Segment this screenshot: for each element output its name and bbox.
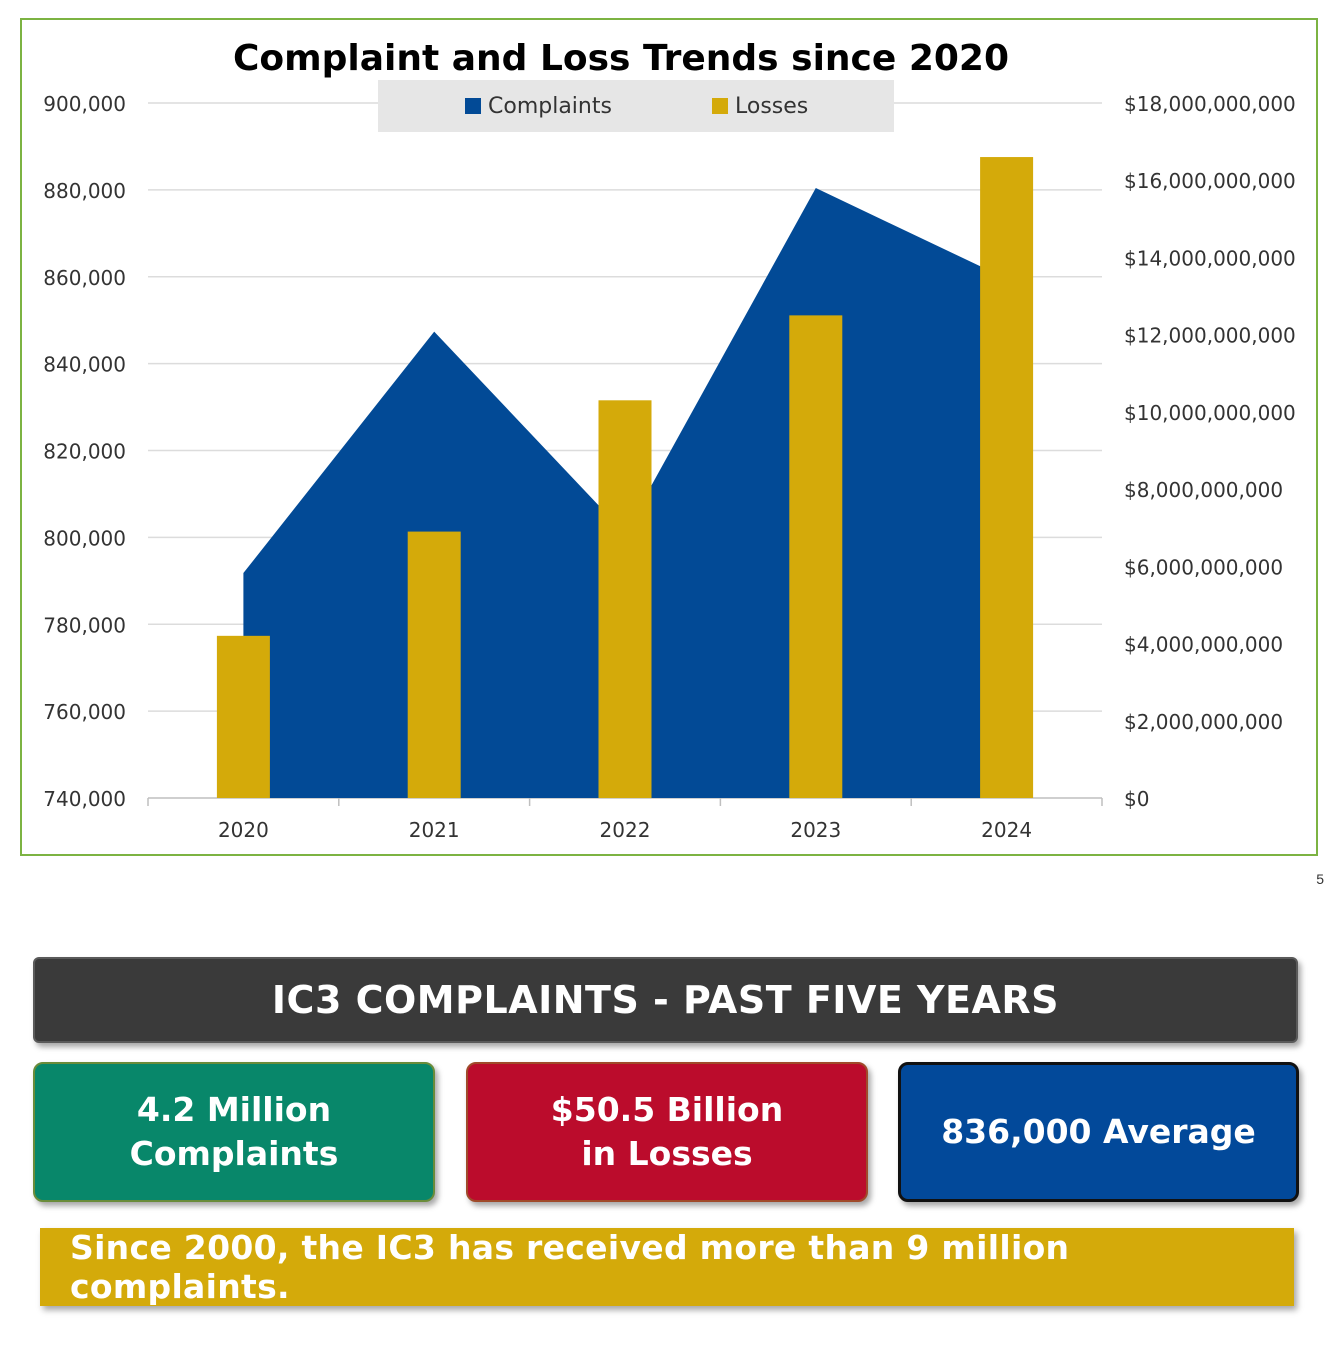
footer-text: Since 2000, the IC3 has received more th… [70, 1228, 1070, 1306]
axes: 740,000 760,000 780,000 800,000 820,000 840,0… [43, 92, 1296, 842]
losses-bar [216, 635, 270, 798]
y-right-tick-label: $6,000,000,000 [1124, 555, 1283, 579]
y-left-tick-label: 880,000 [43, 179, 126, 203]
complaints-stat-box: 4.2 Million Complaints [33, 1062, 435, 1202]
y-left-tick-label: 820,000 [43, 440, 126, 464]
y-left-tick-label: 840,000 [43, 353, 126, 377]
losses-stat-line2: in Losses [581, 1134, 753, 1173]
y-left-tick-label: 780,000 [43, 613, 126, 637]
y-right-tick-label: $4,000,000,000 [1124, 633, 1283, 657]
footer-bar: Since 2000, the IC3 has received more th… [40, 1228, 1294, 1306]
y-right-tick-label: $12,000,000,000 [1124, 324, 1296, 348]
y-left-tick-label: 740,000 [43, 787, 126, 811]
x-tick-label: 2022 [600, 818, 651, 842]
chart-title: Complaint and Loss Trends since 2020 [233, 38, 1009, 79]
chart-legend: Complaints Losses [378, 80, 894, 132]
x-tick-label: 2021 [409, 818, 460, 842]
y-left-tick-label: 760,000 [43, 700, 126, 724]
complaints-stat-line2: Complaints [129, 1134, 339, 1173]
y-right-tick-label: $10,000,000,000 [1124, 401, 1296, 425]
y-right-tick-label: $8,000,000,000 [1124, 478, 1283, 502]
average-stat-text: 836,000 Average [941, 1112, 1256, 1151]
y-right-tick-label: $14,000,000,000 [1124, 246, 1296, 270]
x-tick-label: 2024 [981, 818, 1032, 842]
x-tick-label: 2020 [218, 818, 269, 842]
average-stat-box: 836,000 Average [898, 1062, 1299, 1202]
chart: 740,000 760,000 780,000 800,000 820,000 840,0… [43, 38, 1296, 842]
banner: IC3 COMPLAINTS - PAST FIVE YEARS [33, 957, 1298, 1043]
y-right-tick-label: $0 [1124, 787, 1149, 811]
losses-bar [980, 157, 1034, 799]
legend-label-losses: Losses [735, 94, 808, 119]
y-right-tick-label: $2,000,000,000 [1124, 710, 1283, 734]
losses-stat-line1: $50.5 Billion [550, 1090, 784, 1129]
y-left-tick-label: 800,000 [43, 526, 126, 550]
legend-swatch-complaints [465, 98, 481, 114]
legend-swatch-losses [712, 98, 728, 114]
y-right-tick-label: $16,000,000,000 [1124, 169, 1296, 193]
y-left-tick-label: 860,000 [43, 266, 126, 290]
complaints-stat-line1: 4.2 Million [136, 1090, 332, 1129]
y-right-tick-label: $18,000,000,000 [1124, 92, 1296, 116]
losses-stat-box: $50.5 Billion in Losses [466, 1062, 868, 1202]
legend-label-complaints: Complaints [488, 94, 612, 119]
losses-bar [598, 400, 652, 798]
banner-title: IC3 COMPLAINTS - PAST FIVE YEARS [271, 978, 1060, 1022]
y-left-tick-label: 900,000 [43, 92, 126, 116]
legend-background [378, 80, 894, 132]
losses-bar [407, 531, 461, 798]
x-tick-label: 2023 [790, 818, 841, 842]
losses-bar [789, 315, 843, 798]
page-number: 5 [1316, 871, 1324, 887]
losses-bars [216, 157, 1034, 799]
